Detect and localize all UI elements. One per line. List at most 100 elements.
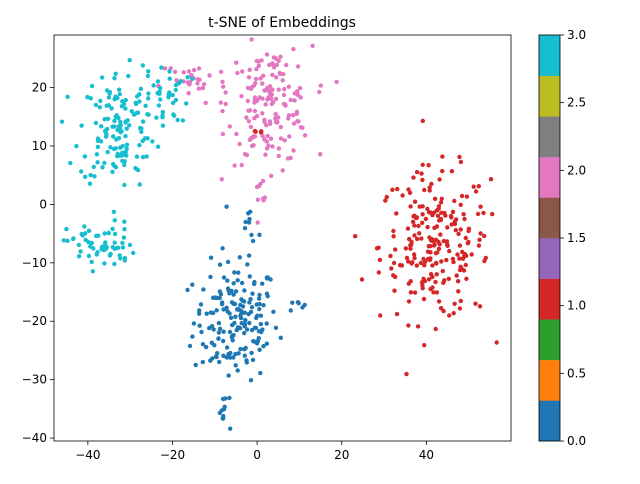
data-point-label-2 bbox=[276, 87, 281, 92]
data-point-label-0 bbox=[258, 321, 263, 327]
data-point-label-1 bbox=[391, 234, 396, 239]
data-point-label-2 bbox=[286, 113, 292, 118]
data-point-label-0 bbox=[198, 302, 204, 307]
data-point-label-1 bbox=[455, 252, 460, 257]
data-point-label-2 bbox=[260, 81, 265, 86]
data-point-label-3 bbox=[79, 169, 84, 174]
data-point-label-2 bbox=[239, 94, 244, 99]
data-point-label-0 bbox=[242, 324, 247, 329]
data-point-label-3 bbox=[139, 129, 144, 134]
data-point-label-1 bbox=[425, 206, 430, 212]
data-point-label-2 bbox=[278, 54, 283, 59]
data-point-label-1 bbox=[450, 209, 456, 215]
data-point-label-1 bbox=[404, 255, 410, 261]
data-point-label-3 bbox=[118, 130, 123, 135]
data-point-label-3 bbox=[123, 97, 128, 103]
data-point-label-1 bbox=[460, 249, 465, 255]
data-point-label-0 bbox=[220, 396, 226, 402]
data-point-label-3 bbox=[98, 98, 103, 104]
data-point-label-3 bbox=[122, 219, 127, 224]
data-point-label-1 bbox=[433, 326, 438, 332]
data-point-label-2 bbox=[248, 124, 254, 130]
data-point-label-3 bbox=[137, 182, 142, 187]
data-point-label-2 bbox=[274, 75, 279, 80]
data-point-label-3 bbox=[98, 139, 104, 144]
data-point-label-1 bbox=[452, 301, 457, 306]
colorbar-tick-label: 1.5 bbox=[567, 231, 586, 245]
data-point-label-3 bbox=[178, 79, 183, 84]
data-point-label-2 bbox=[232, 163, 237, 168]
data-point-label-1 bbox=[420, 286, 425, 291]
data-point-label-0 bbox=[225, 278, 230, 283]
data-point-label-3 bbox=[104, 245, 109, 250]
data-point-label-1 bbox=[476, 243, 482, 248]
data-point-label-2 bbox=[334, 79, 339, 85]
data-point-label-2 bbox=[280, 168, 285, 173]
data-point-label-1 bbox=[427, 188, 432, 193]
data-point-label-0 bbox=[211, 327, 216, 332]
data-point-label-1 bbox=[458, 159, 464, 165]
data-point-label-1 bbox=[434, 290, 440, 295]
data-point-label-1 bbox=[414, 169, 420, 175]
data-point-label-0 bbox=[190, 334, 195, 339]
data-point-label-1 bbox=[407, 190, 413, 195]
data-point-label-1 bbox=[403, 246, 409, 251]
data-point-label-1 bbox=[412, 290, 418, 295]
data-point-label-1 bbox=[420, 118, 425, 124]
data-point-label-1 bbox=[417, 231, 422, 236]
data-point-label-1 bbox=[395, 186, 400, 192]
data-point-label-1 bbox=[456, 231, 461, 237]
data-point-label-2 bbox=[186, 91, 191, 96]
data-point-label-1 bbox=[441, 308, 446, 314]
data-point-label-0 bbox=[209, 340, 214, 345]
data-point-label-1 bbox=[490, 211, 495, 217]
data-point-label-0 bbox=[257, 292, 262, 298]
data-point-label-0 bbox=[221, 275, 227, 280]
data-point-label-1 bbox=[475, 211, 481, 217]
data-point-label-0 bbox=[254, 341, 260, 346]
data-point-label-0 bbox=[236, 307, 242, 312]
data-point-label-2 bbox=[195, 81, 200, 86]
data-point-label-3 bbox=[108, 145, 113, 150]
data-point-label-0 bbox=[261, 344, 266, 349]
data-point-label-2 bbox=[267, 119, 273, 124]
data-point-label-3 bbox=[83, 174, 88, 179]
data-point-label-1 bbox=[432, 225, 437, 231]
data-point-label-3 bbox=[155, 79, 161, 84]
data-point-label-1 bbox=[426, 277, 432, 282]
data-point-label-1 bbox=[426, 163, 431, 168]
colorbar-segment bbox=[539, 197, 560, 239]
data-point-label-0 bbox=[233, 363, 238, 368]
data-point-label-1 bbox=[437, 177, 442, 182]
data-point-label-3 bbox=[127, 242, 133, 248]
data-point-label-3 bbox=[167, 69, 172, 74]
data-point-label-1 bbox=[404, 371, 409, 377]
data-point-label-3 bbox=[95, 144, 101, 150]
data-point-label-0 bbox=[231, 292, 236, 297]
data-point-label-2 bbox=[270, 72, 275, 78]
data-point-label-3 bbox=[92, 174, 97, 179]
data-point-label-1 bbox=[412, 255, 417, 261]
data-point-label-2 bbox=[271, 55, 277, 60]
data-point-label-2 bbox=[262, 88, 267, 93]
data-point-label-2 bbox=[172, 69, 178, 75]
data-point-label-3 bbox=[95, 160, 100, 165]
data-point-label-3 bbox=[107, 91, 112, 96]
data-point-label-2 bbox=[283, 102, 288, 107]
data-point-label-2 bbox=[234, 131, 239, 137]
data-point-label-2 bbox=[291, 121, 297, 126]
data-point-label-1 bbox=[445, 225, 450, 230]
data-point-label-0 bbox=[242, 353, 247, 358]
data-point-label-0 bbox=[221, 338, 226, 344]
data-point-label-3 bbox=[105, 116, 111, 122]
data-point-label-2 bbox=[247, 137, 253, 142]
data-point-label-3 bbox=[110, 226, 115, 232]
data-point-label-1 bbox=[440, 268, 445, 274]
data-point-label-1 bbox=[463, 262, 468, 268]
x-tick-label: 20 bbox=[334, 448, 349, 462]
data-point-label-0 bbox=[257, 306, 262, 312]
data-point-label-3 bbox=[94, 152, 100, 157]
scatter-points bbox=[59, 37, 499, 431]
data-point-label-0 bbox=[216, 330, 222, 335]
